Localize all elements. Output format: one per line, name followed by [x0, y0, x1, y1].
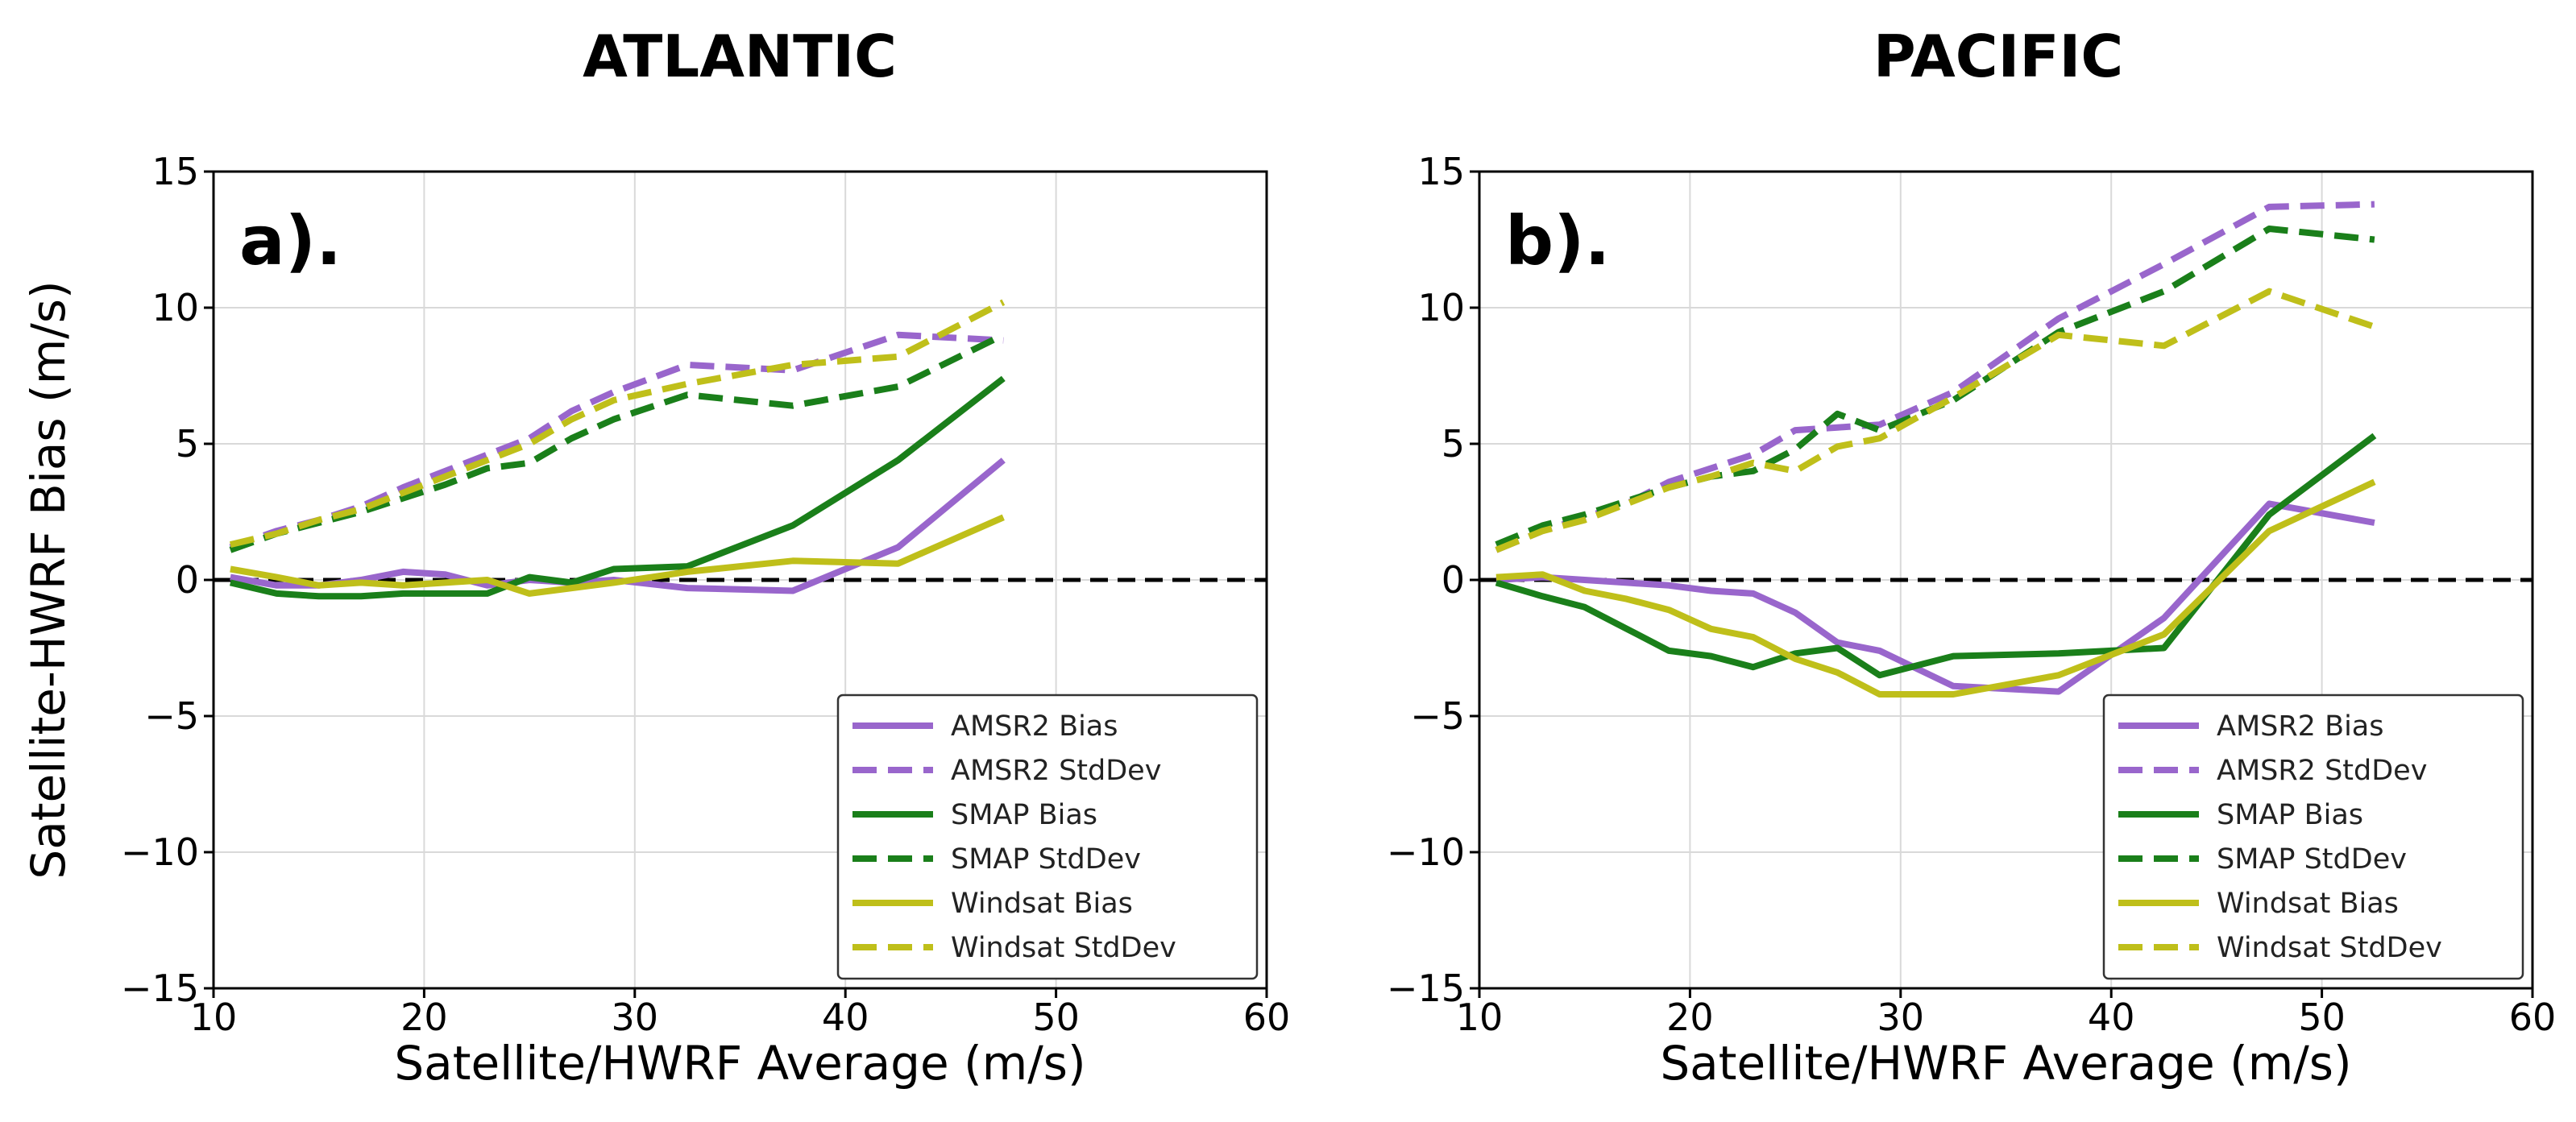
y-axis-label: Satellite-HWRF Bias (m/s) [21, 280, 76, 879]
legend-entry: Windsat StdDev [951, 932, 1176, 964]
x-tick-label: 30 [612, 996, 659, 1039]
series-line-smap-stddev [229, 332, 1006, 553]
chart-title: PACIFIC [1873, 23, 2123, 90]
y-tick-label: 10 [151, 286, 199, 329]
chart-title: ATLANTIC [583, 23, 897, 90]
series-line-windsat-bias [230, 514, 1005, 597]
y-tick-label: −15 [121, 967, 199, 1010]
legend-entry: SMAP Bias [2217, 799, 2363, 831]
x-tick-label: 60 [2509, 996, 2557, 1039]
x-tick-label: 20 [1666, 996, 1714, 1039]
x-tick-label: 50 [1032, 996, 1080, 1039]
y-tick-label: −5 [144, 694, 199, 738]
series-line-windsat-stddev [229, 299, 1006, 548]
legend-entry: Windsat StdDev [2217, 932, 2442, 964]
chart-panel-pacific: PACIFIC 10 20 30 40 50 60 −15 −10 −5 0 5 10 15 Satelli… [1387, 23, 2556, 1091]
y-tick-label: −15 [1387, 967, 1465, 1010]
y-tick-label: −10 [121, 830, 199, 874]
legend-entry: SMAP StdDev [2217, 843, 2407, 876]
x-tick-label: 40 [822, 996, 869, 1039]
panel-label: a). [239, 201, 342, 280]
y-tick-label: −5 [1410, 694, 1465, 738]
legend-box [2102, 693, 2524, 980]
legend: AMSR2 Bias AMSR2 StdDev SMAP Bias SMAP StdD… [2102, 693, 2524, 980]
series-line-amsr2-bias [1495, 500, 2375, 695]
x-tick-label: 10 [190, 996, 238, 1039]
legend: AMSR2 Bias AMSR2 StdDev SMAP Bias SMAP StdD… [836, 693, 1259, 980]
panel-label: b). [1505, 201, 1610, 280]
legend-entry: AMSR2 StdDev [951, 755, 1161, 787]
legend-entry: AMSR2 Bias [2217, 710, 2384, 743]
x-tick-label: 50 [2298, 996, 2346, 1039]
series-line-smap-stddev [1495, 226, 2375, 548]
x-axis-label: Satellite/HWRF Average (m/s) [1660, 1036, 2351, 1091]
x-tick-label: 40 [2088, 996, 2135, 1039]
y-tick-label: −10 [1387, 830, 1465, 874]
series-line-windsat-bias [1495, 478, 2376, 698]
y-tick-label: 15 [1417, 150, 1465, 193]
chart-panel-atlantic: ATLANTIC 10 20 30 40 50 60 −15 −10 −5 0 5 10 15 Satell… [21, 23, 1290, 1091]
y-tick-label: 15 [151, 150, 199, 193]
y-tick-label: 5 [176, 422, 199, 466]
y-tick-label: 0 [176, 558, 199, 602]
x-tick-label: 30 [1877, 996, 1925, 1039]
legend-entry: Windsat Bias [2217, 888, 2399, 920]
x-tick-label: 10 [1456, 996, 1504, 1039]
legend-entry: AMSR2 Bias [951, 710, 1118, 743]
series-line-windsat-stddev [1495, 288, 2376, 553]
legend-entry: Windsat Bias [951, 888, 1133, 920]
x-axis-label: Satellite/HWRF Average (m/s) [394, 1036, 1085, 1091]
y-tick-label: 10 [1417, 286, 1465, 329]
legend-entry: SMAP StdDev [951, 843, 1141, 876]
series-line-amsr2-stddev [1495, 201, 2375, 553]
legend-box [836, 693, 1259, 980]
legend-entry: AMSR2 StdDev [2217, 755, 2427, 787]
x-tick-label: 20 [400, 996, 448, 1039]
x-tick-label: 60 [1243, 996, 1291, 1039]
y-tick-label: 5 [1441, 422, 1465, 466]
legend-entry: SMAP Bias [951, 799, 1097, 831]
y-tick-label: 0 [1441, 558, 1465, 602]
